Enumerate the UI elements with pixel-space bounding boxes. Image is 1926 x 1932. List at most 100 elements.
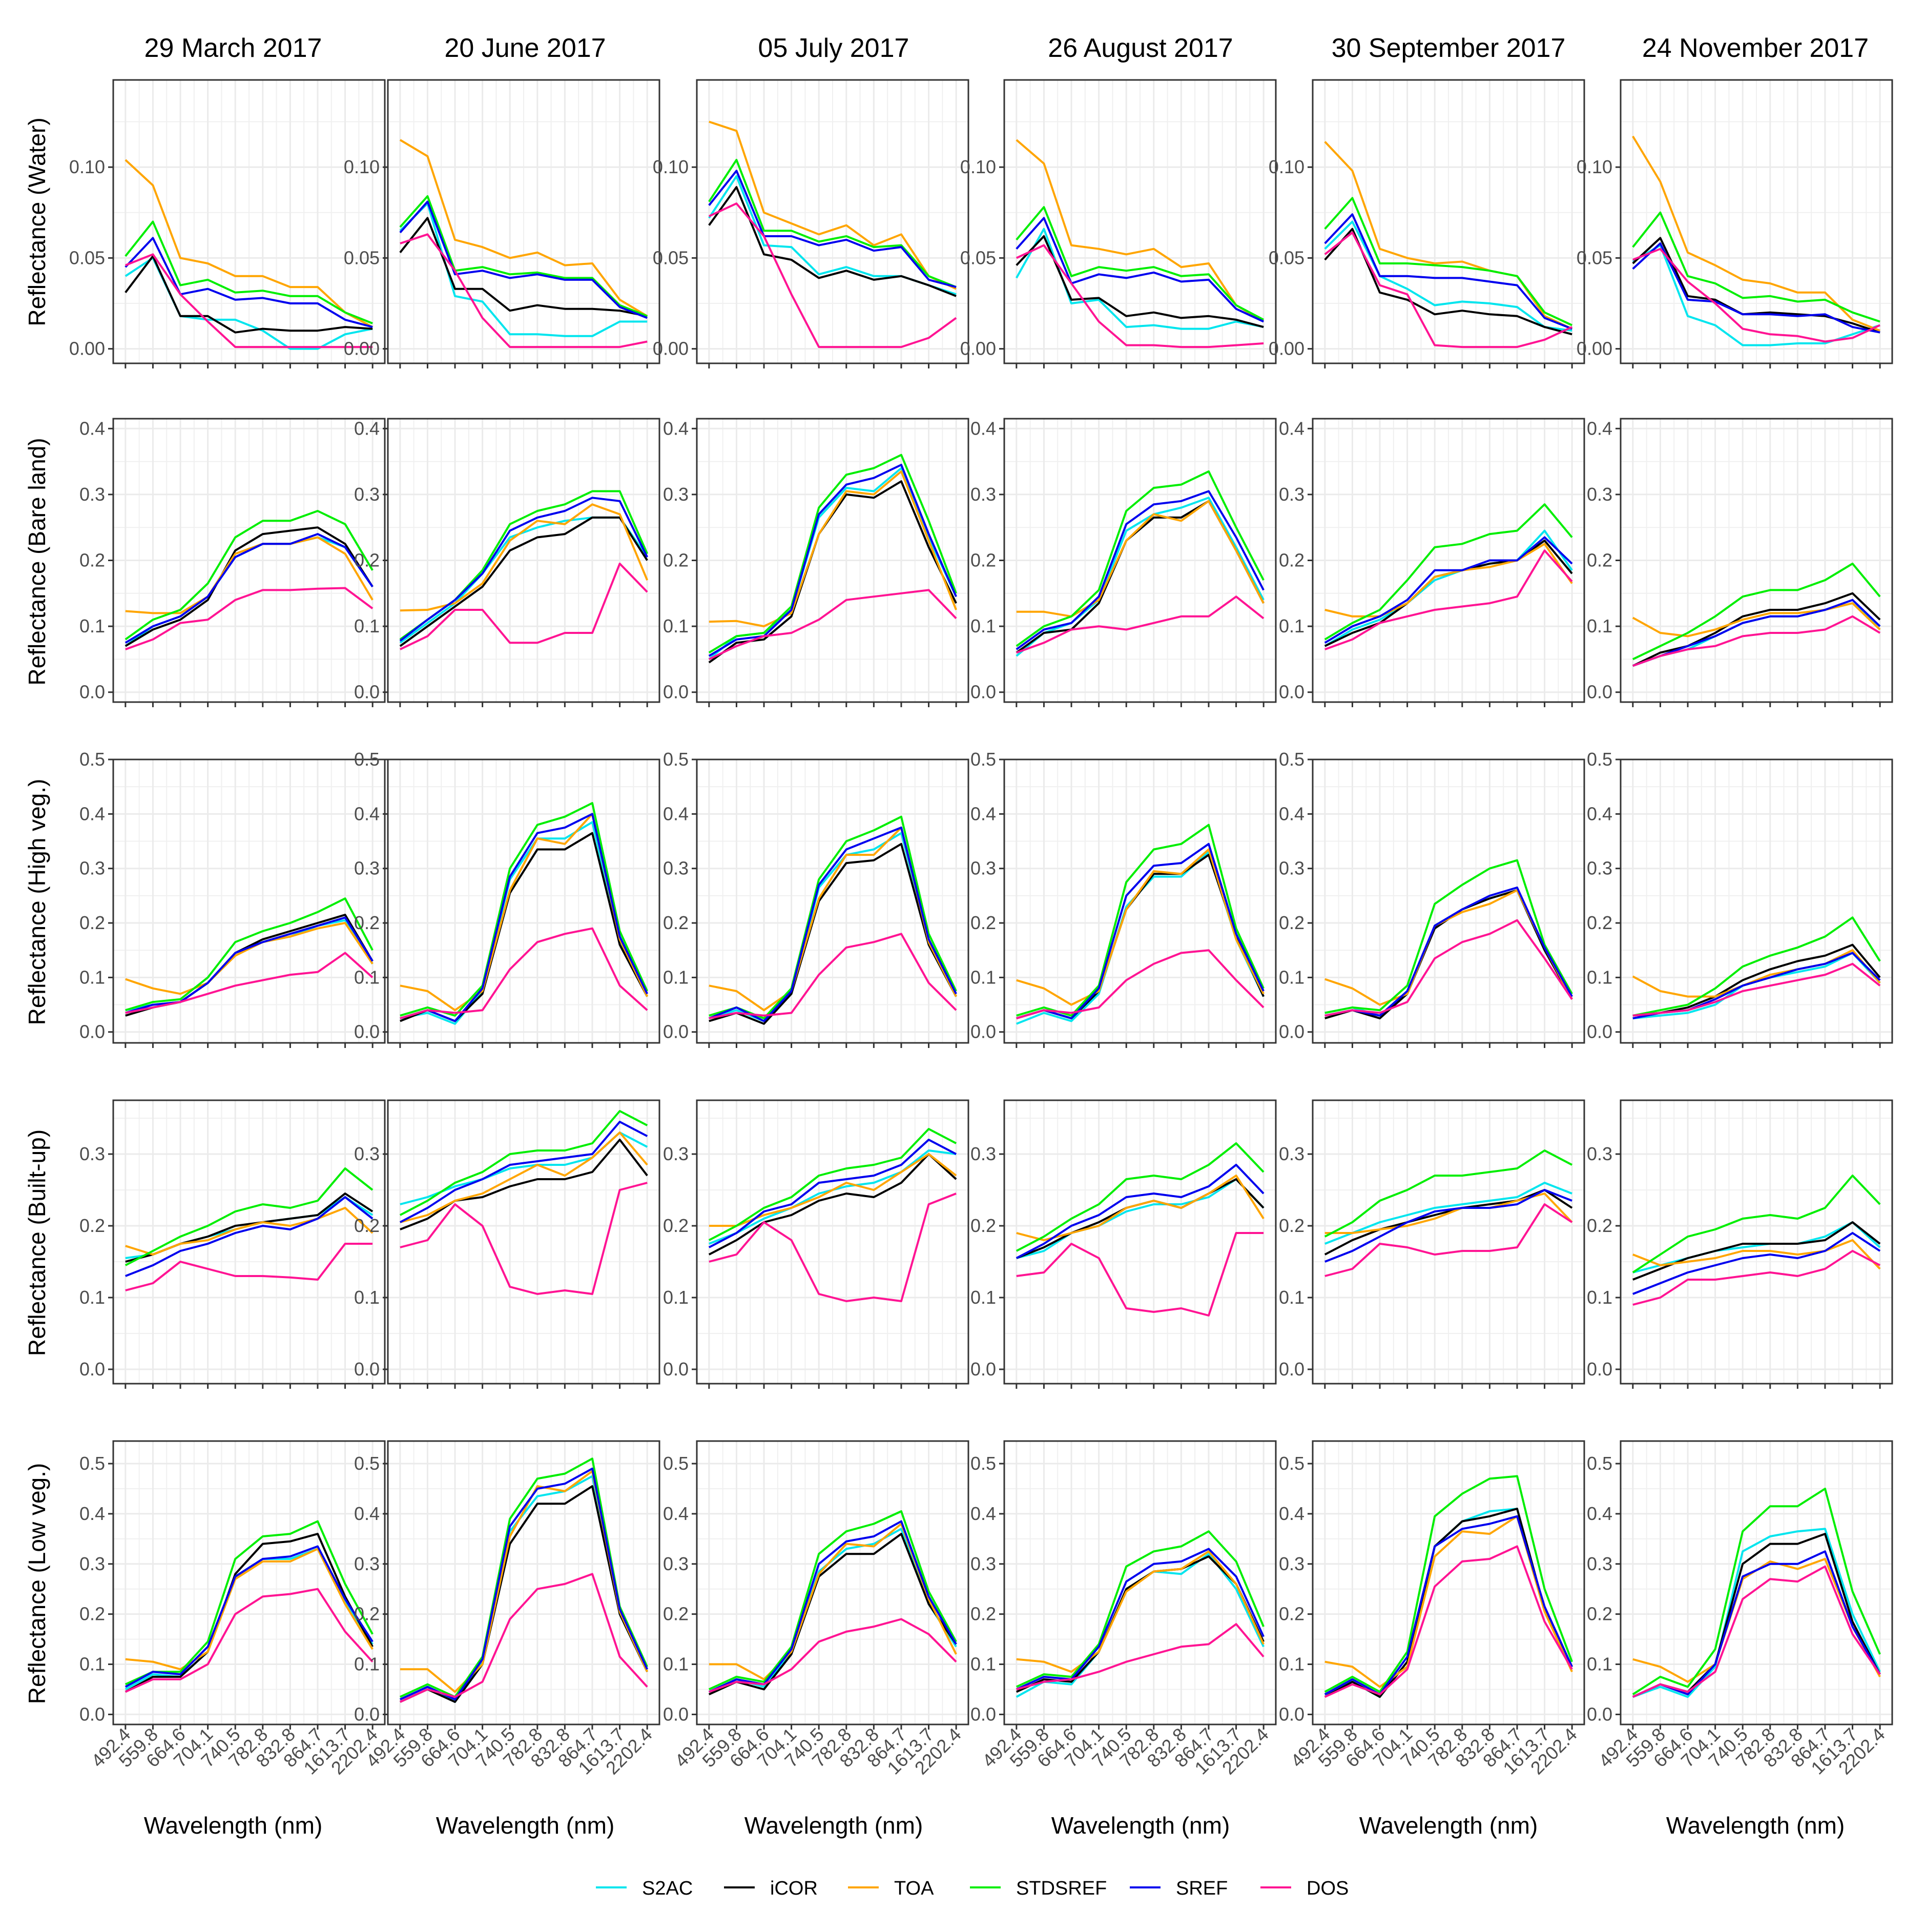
y-tick-label: 0.3 xyxy=(79,1553,105,1574)
panel-border xyxy=(1620,1099,1893,1385)
y-tick-label: 0.4 xyxy=(354,803,380,824)
series-line-sref xyxy=(1016,217,1264,323)
series-line-stdsref xyxy=(125,1520,374,1686)
legend-label-toa: TOA xyxy=(894,1878,934,1899)
y-tick-label: 0.4 xyxy=(1279,418,1304,439)
y-tick-label: 0.05 xyxy=(1269,247,1304,268)
series-line-stdsref xyxy=(399,1110,648,1216)
panel-border xyxy=(1620,79,1893,364)
x-axis-label: Wavelength (nm) xyxy=(1051,1812,1230,1839)
legend-label-icor: iCOR xyxy=(770,1878,818,1899)
panel-border xyxy=(1003,758,1277,1044)
panel-border xyxy=(1312,1440,1585,1725)
series-line-dos xyxy=(709,1618,957,1693)
panel-border xyxy=(387,758,660,1044)
facet-panel: 0.0 0.1 0.2 0.3 xyxy=(354,1099,660,1389)
series-line-toa xyxy=(125,536,374,614)
facet-panel: 0.00.10.20.30.40.5492.4559.8664.6704.174… xyxy=(1587,1440,1893,1779)
x-axis-label: Wavelength (nm) xyxy=(1359,1812,1538,1839)
y-tick-label: 0.2 xyxy=(663,912,689,933)
series-line-stdsref xyxy=(125,897,374,1012)
y-tick-label: 0.0 xyxy=(663,682,689,703)
y-tick-label: 0.0 xyxy=(663,1359,689,1380)
series-line-dos xyxy=(708,589,957,661)
y-tick-label: 0.4 xyxy=(663,1503,689,1524)
series-line-dos xyxy=(1324,549,1573,650)
x-axis-label: Wavelength (nm) xyxy=(1666,1812,1845,1839)
legend-label-dos: DOS xyxy=(1307,1878,1349,1899)
facet-panel: 0.0 0.1 0.2 0.3 xyxy=(79,1099,386,1389)
y-tick-label: 0.05 xyxy=(653,247,689,268)
series-line-stdsref xyxy=(399,195,648,317)
facet-panel: 0.0 0.1 0.2 0.3 xyxy=(663,1099,969,1389)
y-tick-label: 0.05 xyxy=(69,247,105,268)
series-line-toa xyxy=(400,1132,648,1223)
series-line-stdsref xyxy=(709,815,957,1020)
series-line-dos xyxy=(709,1193,957,1302)
series-line-toa xyxy=(400,503,649,612)
series-line-stdsref xyxy=(1016,1142,1265,1252)
y-tick-label: 0.0 xyxy=(79,1021,105,1042)
series-line-toa xyxy=(1016,848,1265,1006)
facet-panel: 0.00 0.05 0.10 xyxy=(960,79,1277,368)
series-line-sref xyxy=(1632,1550,1881,1698)
panel-border xyxy=(1620,1440,1893,1725)
y-tick-label: 0.0 xyxy=(970,682,996,703)
series-line-icor xyxy=(1632,592,1881,667)
series-line-stdsref xyxy=(1016,206,1265,321)
series-line-toa xyxy=(1016,139,1265,323)
y-tick-label: 0.05 xyxy=(960,247,996,268)
y-tick-label: 0.1 xyxy=(1279,1287,1304,1308)
y-tick-label: 0.5 xyxy=(970,749,996,770)
y-tick-label: 0.5 xyxy=(1279,749,1304,770)
series-line-toa xyxy=(1632,602,1881,638)
y-tick-label: 0.4 xyxy=(1279,803,1304,824)
y-tick-label: 0.5 xyxy=(1279,1453,1304,1474)
y-tick-label: 0.5 xyxy=(663,749,689,770)
y-tick-label: 0.3 xyxy=(1279,1553,1304,1574)
facet-title: 29 March 2017 xyxy=(144,33,322,63)
y-tick-label: 0.1 xyxy=(354,1654,380,1675)
series-line-dos xyxy=(1324,231,1572,348)
y-tick-label: 0.2 xyxy=(354,1215,380,1236)
y-tick-label: 0.4 xyxy=(79,1503,105,1524)
facet-title: 24 November 2017 xyxy=(1642,33,1869,63)
y-tick-label: 0.2 xyxy=(1279,912,1304,933)
series-line-toa xyxy=(709,120,957,290)
facet-panel: 0.0 0.1 0.2 0.3 0.4 0.5 xyxy=(1279,749,1585,1048)
facet-panel: 0.0 0.1 0.2 0.3 xyxy=(1587,1099,1893,1389)
y-tick-label: 0.0 xyxy=(1279,682,1304,703)
y-tick-label: 0.2 xyxy=(354,912,380,933)
y-tick-label: 0.10 xyxy=(1577,156,1612,177)
facet-panel: 0.0 0.1 0.2 0.3 0.4 0.5 xyxy=(354,749,660,1048)
y-tick-label: 0.05 xyxy=(344,247,380,268)
facet-panel: 0.0 0.1 0.2 0.3 0.4 0.5 xyxy=(79,749,386,1048)
series-line-icor xyxy=(1324,1189,1573,1256)
y-tick-label: 0.1 xyxy=(1587,967,1612,988)
facet-panel: 0.0 0.1 0.2 0.3 0.4 xyxy=(1279,418,1585,707)
series-line-s2ac xyxy=(1016,1178,1265,1259)
y-tick-label: 0.2 xyxy=(970,912,996,933)
y-tick-label: 0.1 xyxy=(79,615,105,636)
y-tick-label: 0.4 xyxy=(1279,1503,1304,1524)
y-tick-label: 0.4 xyxy=(970,1503,996,1524)
y-tick-label: 0.1 xyxy=(663,615,689,636)
y-tick-label: 0.4 xyxy=(79,803,105,824)
facet-panel: 0.00 0.05 0.10 xyxy=(344,79,660,368)
series-line-dos xyxy=(400,562,648,650)
y-tick-label: 0.1 xyxy=(1587,615,1612,636)
y-tick-label: 0.2 xyxy=(354,550,380,571)
series-line-icor xyxy=(400,1139,648,1230)
series-line-stdsref xyxy=(708,1510,957,1691)
series-line-toa xyxy=(1016,500,1265,618)
y-tick-label: 0.1 xyxy=(1279,967,1304,988)
facet-title: 30 September 2017 xyxy=(1332,33,1566,63)
facet-panels: 0.000.050.100.000.050.100.000.050.100.00… xyxy=(69,79,1893,1779)
series-line-toa xyxy=(125,159,374,328)
facet-panel: 0.0 0.1 0.2 0.3 0.4 xyxy=(79,418,386,707)
y-tick-label: 0.3 xyxy=(79,484,105,505)
series-line-toa xyxy=(125,1207,374,1256)
series-line-s2ac xyxy=(399,202,648,337)
series-line-dos xyxy=(1016,595,1265,654)
series-line-sref xyxy=(1632,242,1880,334)
